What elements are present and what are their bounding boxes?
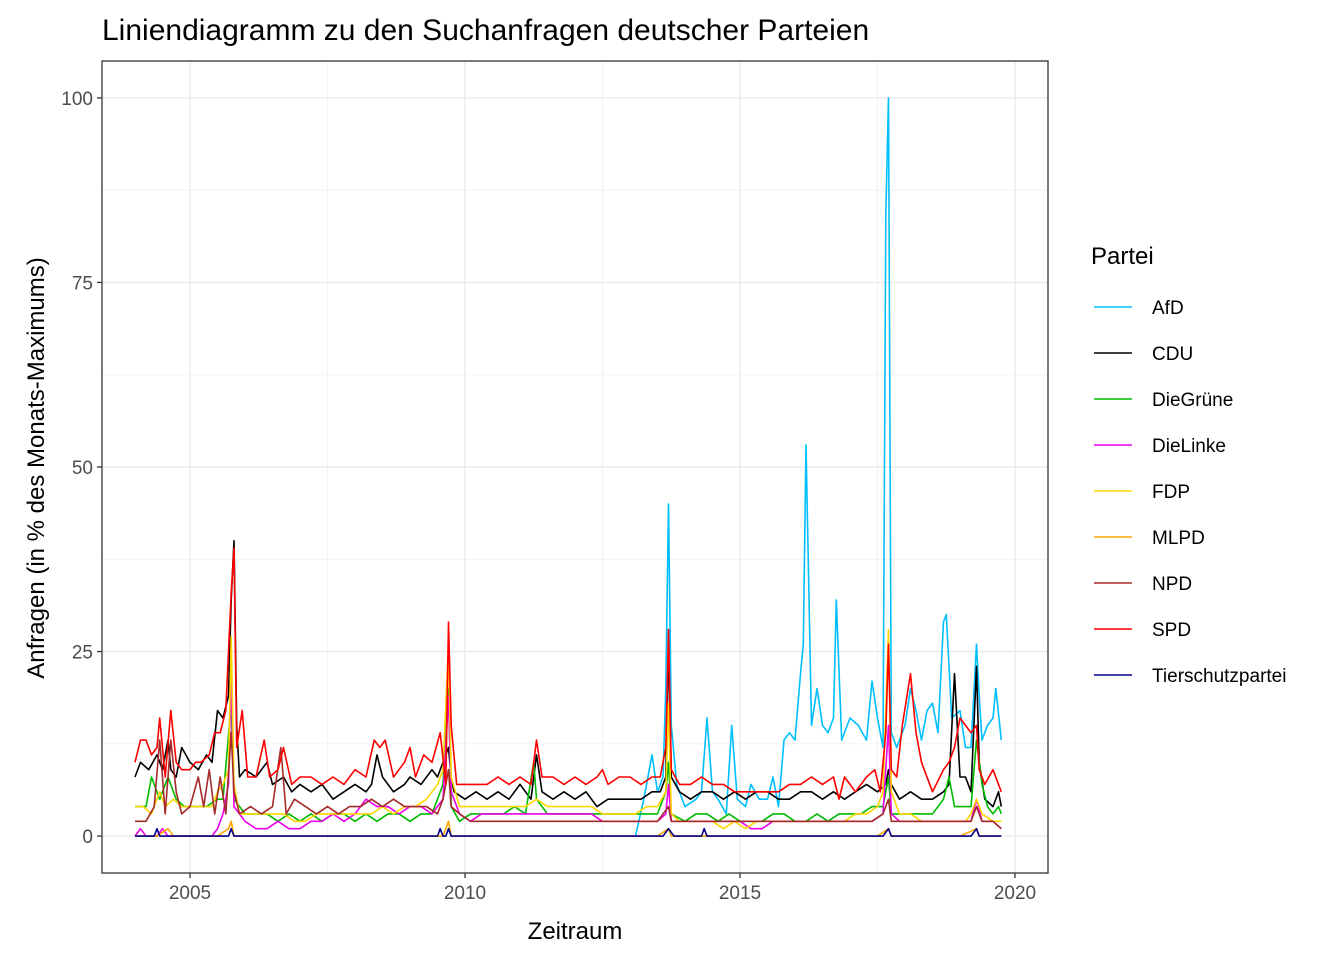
legend-label-mlpd: MLPD (1152, 528, 1205, 549)
legend: Partei AfD CDU DieGrüne DieLinke FDP MLPD NPD S… (1091, 243, 1286, 687)
legend-label-diegrüne: DieGrüne (1152, 390, 1233, 411)
y-axis-title: Anfragen (in % des Monats-Maximums) (23, 257, 50, 678)
series-line-fdp (135, 628, 1002, 830)
legend-label-spd: SPD (1152, 620, 1191, 641)
y-tick-label: 75 (72, 273, 93, 294)
legend-label-fdp: FDP (1152, 482, 1190, 503)
x-tick-label: 2015 (719, 883, 761, 904)
y-tick-label: 50 (72, 458, 93, 479)
series-line-npd (135, 731, 1002, 830)
y-tick-label: 25 (72, 643, 93, 664)
legend-label-tierschutzpartei: Tierschutzpartei (1152, 666, 1286, 687)
series-line-tierschutzpartei (135, 827, 1002, 837)
x-tick-label: 2010 (444, 883, 486, 904)
legend-label-dielinke: DieLinke (1152, 436, 1226, 457)
chart-title: Liniendiagramm zu den Suchanfragen deuts… (102, 14, 869, 47)
x-tick-label: 2020 (994, 883, 1036, 904)
legend-label-afd: AfD (1152, 298, 1184, 319)
plot-panel (101, 60, 1049, 874)
series-line-cdu (134, 540, 1003, 808)
y-tick-label: 100 (61, 89, 93, 110)
legend-label-cdu: CDU (1152, 344, 1193, 365)
x-axis-title: Zeitraum (528, 918, 623, 945)
x-tick-label: 2005 (169, 883, 211, 904)
series-line-spd (134, 547, 1003, 800)
legend-label-npd: NPD (1152, 574, 1192, 595)
y-axis: 0 25 50 75 100 (61, 89, 102, 848)
series-line-diegrüne (135, 687, 1003, 823)
y-tick-label: 0 (82, 827, 93, 848)
legend-title: Partei (1091, 243, 1154, 270)
x-axis: 2005 2010 2015 2020 (169, 873, 1036, 904)
